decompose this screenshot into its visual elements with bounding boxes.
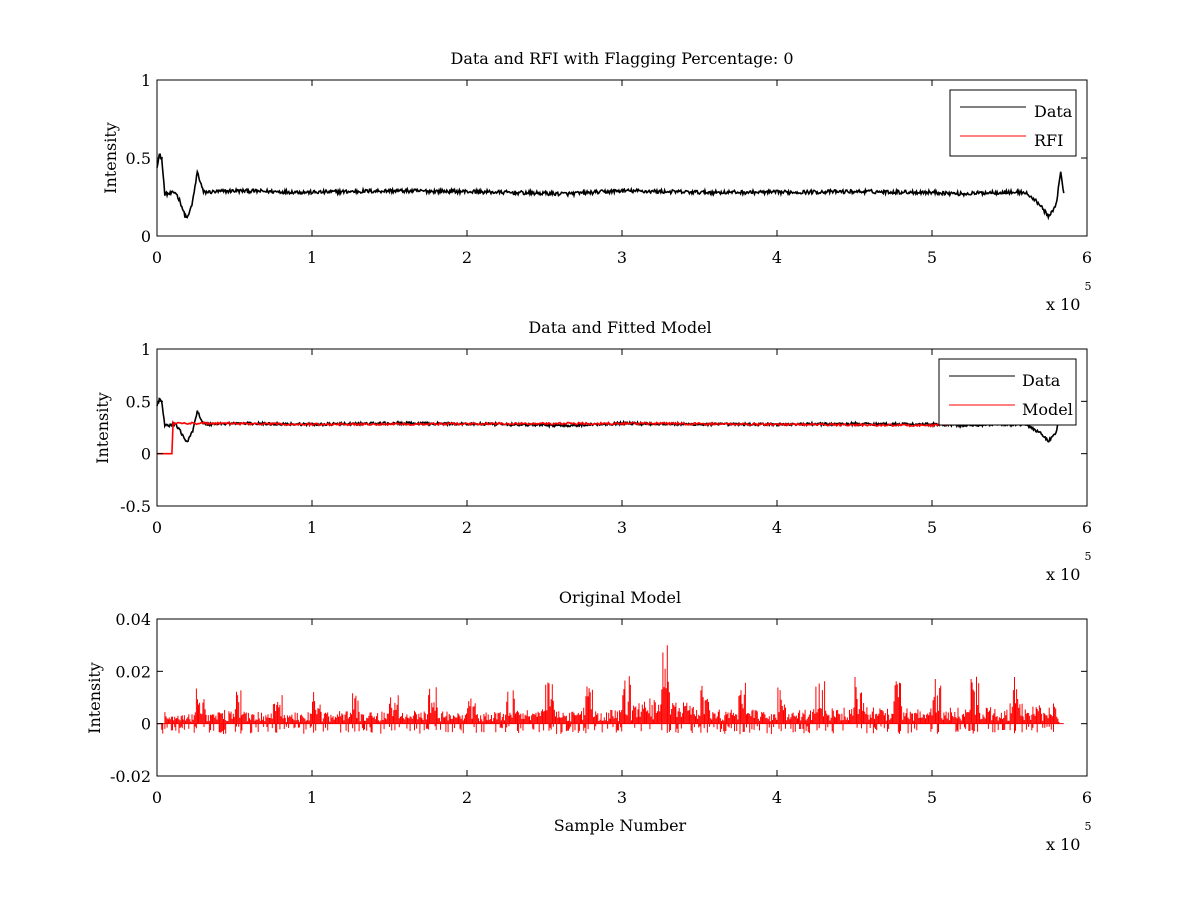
panel-2-y-axis-label: Intensity (93, 392, 112, 464)
panel-3-x-multiplier-base: x 10 (1046, 835, 1080, 854)
panel-1-legend-box (949, 89, 1077, 157)
panel-1-legend: Data RFI (949, 89, 1077, 157)
panel-3-x-tick-label: 2 (462, 788, 472, 807)
panel-3-y-axis-label: Intensity (85, 662, 104, 734)
panel-2: 0 1 2 3 4 5 6-0.500.51 Data and Fitted Model I… (93, 318, 1092, 584)
panel-3-x-multiplier-exponent: 5 (1084, 820, 1091, 833)
panel-1-x-tick-label: 2 (462, 248, 472, 267)
panel-1-x-tick-label: 4 (772, 248, 782, 267)
panel-3-x-tick-label: 0 (152, 788, 162, 807)
panel-2-x-tick-label: 0 (152, 518, 162, 537)
panel-3-y-tick-label: 0.04 (115, 610, 151, 629)
panel-1-title: Data and RFI with Flagging Percentage: 0 (450, 49, 793, 68)
panel-3-y-tick-label: 0.02 (115, 662, 151, 681)
panel-3-title: Original Model (559, 588, 681, 607)
panel-2-legend-label-model: Model (1022, 400, 1073, 419)
panel-1-legend-label-data: Data (1034, 102, 1073, 121)
panel-1-ticks: 0 1 2 3 4 5 6 0 0.5 1 (126, 71, 1093, 267)
panel-2-x-tick-label: 3 (617, 518, 627, 537)
panel-1-x-tick-label: 6 (1082, 248, 1092, 267)
panel-1-x-multiplier-base: x 10 (1046, 295, 1080, 314)
panel-1-legend-label-rfi: RFI (1034, 131, 1063, 150)
panel-2-title: Data and Fitted Model (528, 318, 711, 337)
panel-1-x-tick-label: 0 (152, 248, 162, 267)
panel-1-x-tick-label: 5 (927, 248, 937, 267)
panel-2-x-tick-label: 1 (307, 518, 317, 537)
panel-2-series-model (157, 420, 964, 455)
panel-2-traces (156, 397, 1065, 455)
panel-1-x-tick-label: 3 (617, 248, 627, 267)
panel-2-y-tick-label: 1 (141, 340, 151, 359)
panel-1-x-multiplier-exponent: 5 (1084, 280, 1091, 293)
panel-2-y-tick-label: 0.5 (126, 392, 151, 411)
panel-1-y-tick-label: 0 (141, 227, 151, 246)
panel-2-y-tick-label: -0.5 (120, 497, 151, 516)
panel-1-y-tick-label: 0.5 (126, 149, 151, 168)
panel-3-spikes (161, 645, 1060, 735)
panel-2-legend: Data Model (938, 358, 1077, 426)
panel-3-x-tick-label: 1 (307, 788, 317, 807)
panel-2-legend-label-data: Data (1022, 371, 1061, 390)
panel-3-y-tick-label: 0 (141, 715, 151, 734)
panel-1-y-tick-label: 1 (141, 71, 151, 90)
panel-2-x-multiplier: x 10 5 (1046, 550, 1091, 584)
panel-3-x-tick-label: 6 (1082, 788, 1092, 807)
panel-3-x-tick-label: 3 (617, 788, 627, 807)
panel-1-series-data (156, 153, 1065, 221)
panel-2-x-tick-label: 2 (462, 518, 472, 537)
panel-2-x-multiplier-exponent: 5 (1084, 550, 1091, 563)
panel-1: 0 1 2 3 4 5 6 0 0.5 1 Data and RFI with Flagging … (101, 49, 1092, 314)
panel-3-traces (157, 645, 1064, 735)
panel-1-y-axis-label: Intensity (101, 122, 120, 194)
panel-2-legend-box (938, 358, 1077, 426)
panel-3-y-tick-label: -0.02 (110, 767, 151, 786)
panel-3-x-axis-label: Sample Number (554, 816, 687, 835)
panel-1-x-tick-label: 1 (307, 248, 317, 267)
panel-1-x-multiplier: x 10 5 (1046, 280, 1091, 314)
panel-2-x-tick-label: 5 (927, 518, 937, 537)
panel-3-x-multiplier: x 10 5 (1046, 820, 1091, 854)
panel-3-x-tick-label: 4 (772, 788, 782, 807)
panel-2-x-tick-label: 4 (772, 518, 782, 537)
panel-2-x-multiplier-base: x 10 (1046, 565, 1080, 584)
panel-2-ticks: 0 1 2 3 4 5 6-0.500.51 (120, 340, 1092, 537)
panel-2-y-tick-label: 0 (141, 445, 151, 464)
panel-2-x-tick-label: 6 (1082, 518, 1092, 537)
panel-3-x-tick-label: 5 (927, 788, 937, 807)
